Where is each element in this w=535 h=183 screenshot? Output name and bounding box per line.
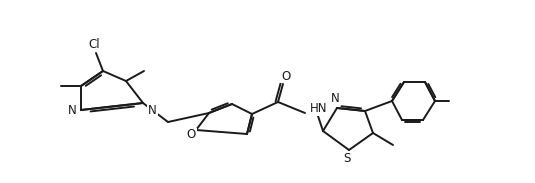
Text: N: N <box>148 104 157 117</box>
Text: Cl: Cl <box>88 38 100 51</box>
Text: N: N <box>331 92 339 106</box>
Text: O: O <box>281 70 291 83</box>
Text: O: O <box>186 128 196 141</box>
Text: S: S <box>343 152 350 165</box>
Text: HN: HN <box>310 102 327 115</box>
Text: N: N <box>68 104 77 117</box>
